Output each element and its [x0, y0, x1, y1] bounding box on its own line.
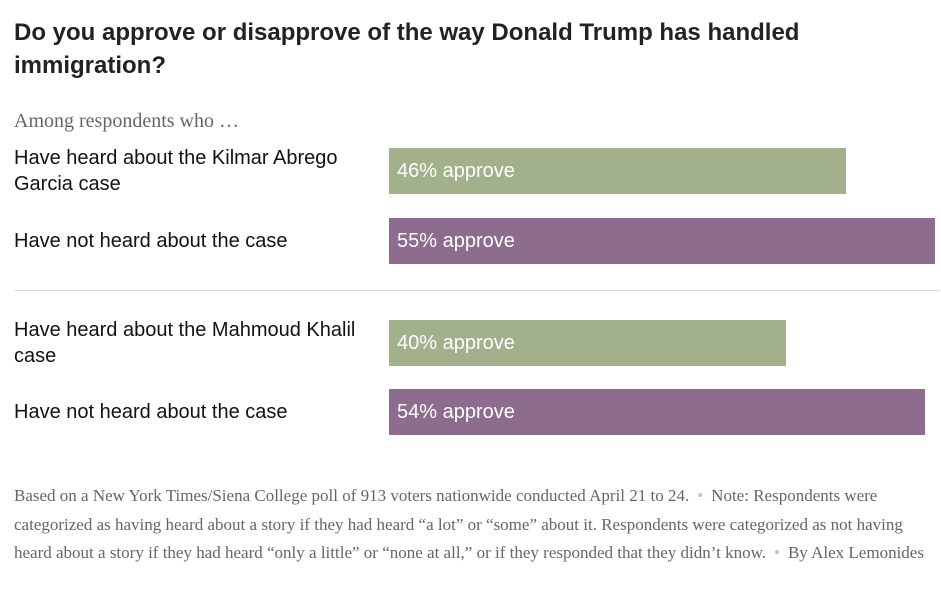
chart-footer: Based on a New York Times/Siena College … — [14, 482, 934, 568]
row-label: Have heard about the Kilmar Abrego Garci… — [14, 147, 338, 195]
bar: 40% approve — [389, 320, 786, 366]
source-note: Based on a New York Times/Siena College … — [14, 486, 690, 505]
row-label: Have not heard about the case — [14, 401, 288, 423]
chart-subtitle: Among respondents who … — [14, 110, 239, 132]
bar-value-label: 54% approve — [397, 400, 515, 423]
bar: 54% approve — [389, 389, 925, 435]
bar: 55% approve — [389, 218, 935, 264]
bar-value-label: 55% approve — [397, 229, 515, 252]
separator-dot: • — [774, 543, 780, 562]
bar-value-label: 40% approve — [397, 331, 515, 354]
row-label: Have not heard about the case — [14, 230, 288, 252]
bar: 46% approve — [389, 148, 846, 194]
separator-dot: • — [697, 486, 704, 505]
group-divider — [14, 290, 940, 291]
row-label: Have heard about the Mahmoud Khalil case — [14, 319, 356, 367]
methodology-note: Note: Respondents were categorized as ha… — [14, 486, 903, 562]
byline: By Alex Lemonides — [787, 543, 924, 562]
bar-value-label: 46% approve — [397, 159, 515, 182]
chart-title: Do you approve or disapprove of the way … — [14, 19, 800, 79]
